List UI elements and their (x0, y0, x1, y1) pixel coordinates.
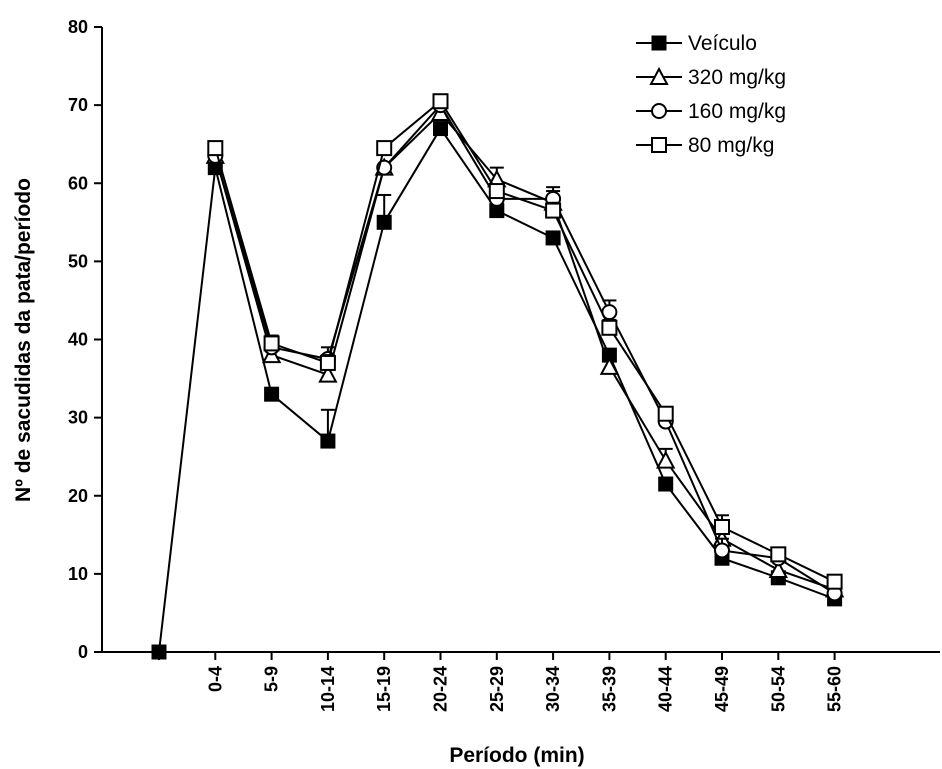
y-axis-title: Nº de sacudidas da pata/período (12, 178, 35, 502)
x-tick-label: 25-29 (487, 666, 507, 712)
data-point (658, 476, 674, 492)
x-tick-label: 55-60 (825, 666, 845, 712)
data-point (657, 405, 674, 422)
legend-marker (651, 137, 667, 153)
legend-label: Veículo (688, 32, 757, 55)
y-tick-label: 10 (68, 564, 88, 584)
x-tick-label: 15-19 (374, 666, 394, 712)
data-point (714, 542, 730, 559)
data-point (599, 356, 620, 375)
y-tick-label: 70 (68, 95, 88, 115)
x-tick-label: 35-39 (599, 666, 619, 712)
x-tick-label: 40-44 (656, 666, 676, 712)
x-tick-label: 5-9 (262, 666, 282, 692)
data-point (264, 386, 280, 402)
legend-label: 160 mg/kg (688, 100, 786, 123)
x-tick-label: 45-49 (712, 666, 732, 712)
data-point (320, 433, 336, 449)
data-point (319, 354, 336, 371)
data-point (433, 121, 448, 137)
series-layer (151, 93, 845, 660)
legend-item: 160 mg/kg (636, 100, 786, 123)
y-tick-label: 60 (68, 173, 88, 193)
data-point (151, 644, 167, 660)
x-tick-label: 20-24 (431, 666, 451, 712)
series-4 (207, 93, 843, 590)
series-line (214, 111, 835, 591)
data-point (432, 93, 449, 110)
y-tick-label: 0 (78, 642, 88, 662)
x-axis-title: Período (min) (449, 744, 584, 767)
legend-item: 80 mg/kg (636, 134, 774, 157)
y-tick-label: 30 (68, 408, 88, 428)
y-tick-label: 40 (68, 330, 88, 350)
y-tick-label: 20 (68, 486, 88, 506)
legend-marker (651, 35, 667, 51)
data-point (601, 319, 618, 336)
data-point (545, 230, 561, 246)
x-tick-label: 0-4 (205, 666, 225, 692)
series-line (214, 103, 836, 595)
data-point (714, 519, 730, 535)
data-point (263, 335, 280, 352)
legend-item: Veículo (636, 32, 757, 55)
data-point (318, 364, 338, 383)
series-line (214, 99, 836, 583)
x-tick-label: 50-54 (768, 666, 788, 712)
axes: 0 10 20 30 40 50 60 70 80 0-4 5-9 10-14 15-19 20-24 25… (68, 17, 940, 712)
x-tick-label: 30-34 (543, 666, 563, 712)
legend-marker (649, 66, 669, 85)
legend-label: 80 mg/kg (688, 134, 774, 157)
legend-marker (651, 103, 667, 119)
data-point (207, 140, 224, 157)
data-point (826, 573, 843, 590)
x-tick-label: 10-14 (318, 666, 338, 712)
series-3 (207, 97, 843, 602)
data-point (768, 559, 788, 578)
data-point (488, 183, 505, 200)
data-point (376, 214, 392, 230)
legend: Veículo 320 mg/kg 160 mg/kg 80 mg/kg (636, 32, 786, 157)
data-point (656, 450, 676, 469)
data-point (376, 140, 393, 157)
data-point (770, 546, 787, 563)
legend-label: 320 mg/kg (688, 66, 786, 89)
series-2 (205, 102, 845, 598)
data-point (545, 202, 562, 219)
y-tick-label: 50 (68, 251, 88, 271)
legend-item: 320 mg/kg (636, 66, 786, 89)
y-tick-label: 80 (68, 17, 88, 37)
